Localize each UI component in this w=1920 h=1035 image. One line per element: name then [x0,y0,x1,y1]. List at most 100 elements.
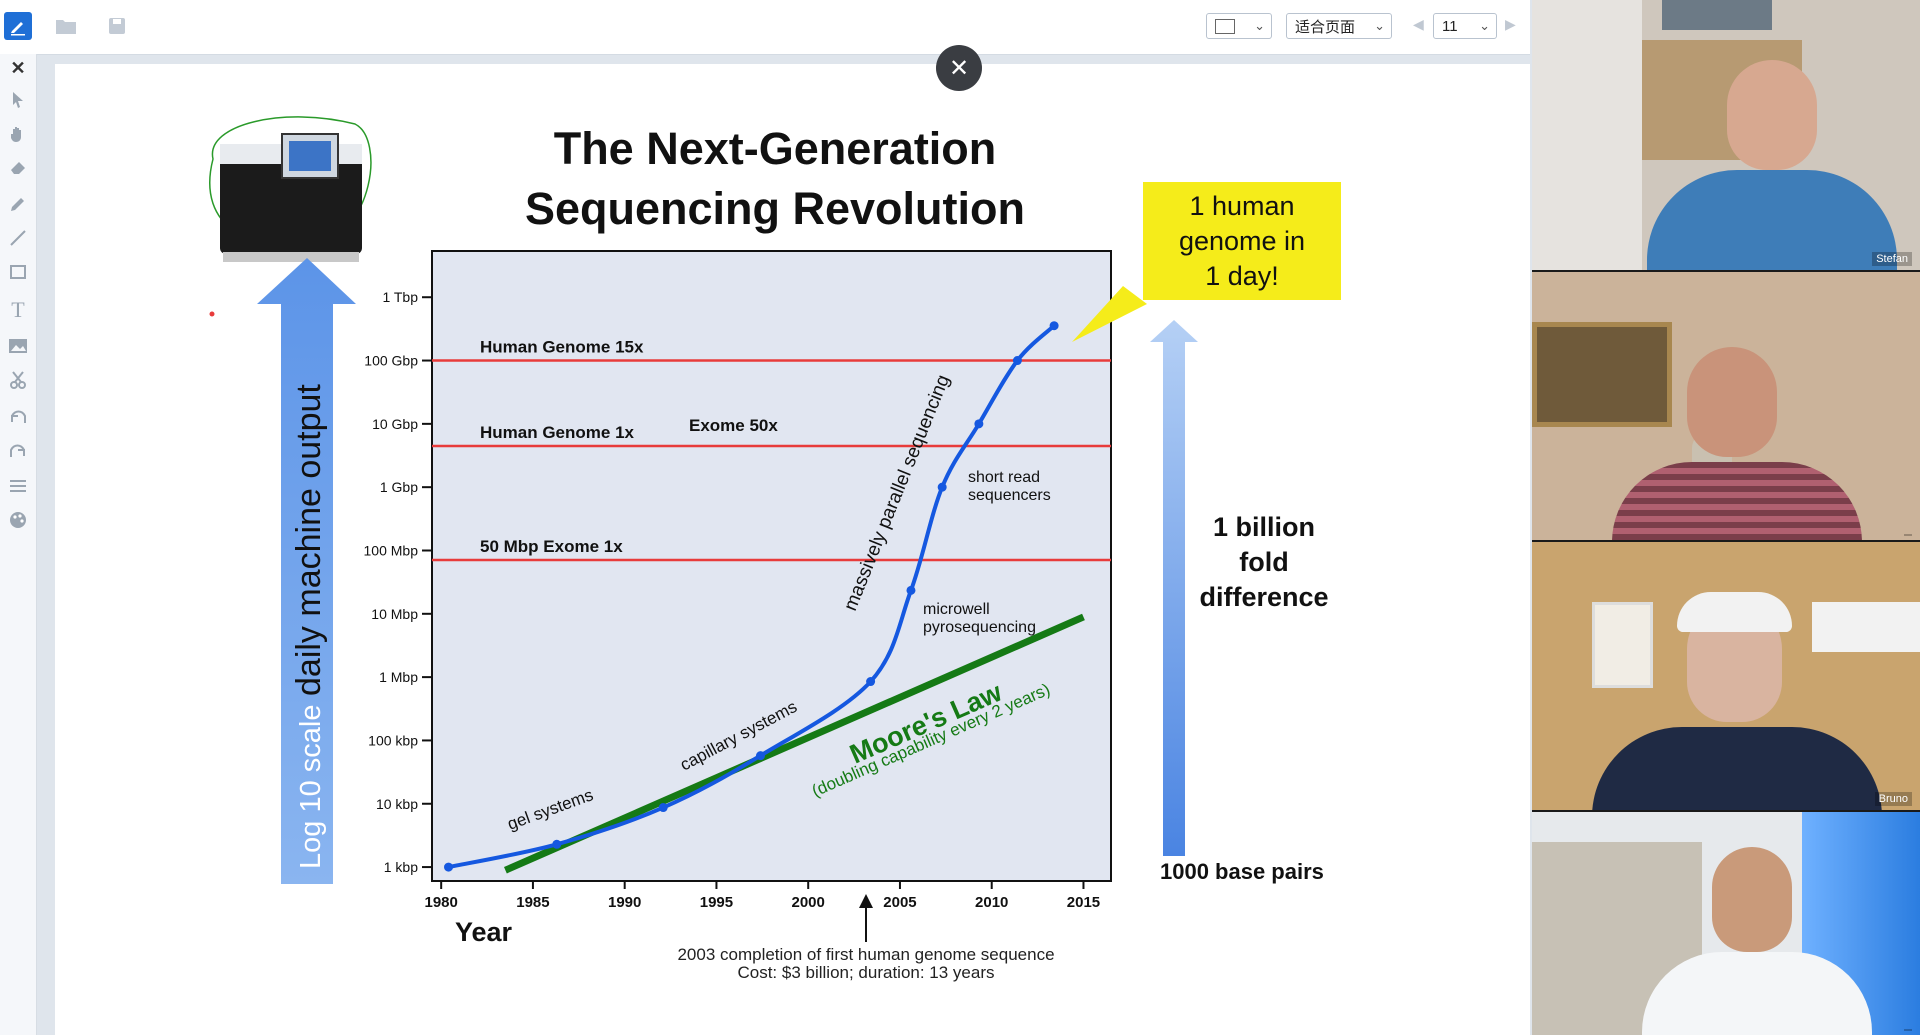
folder-icon[interactable] [52,12,80,40]
rectangle-icon [1215,18,1235,34]
close-icon[interactable]: ✕ [10,57,26,78]
close-overlay-button[interactable]: ✕ [936,45,982,91]
x-tick-label: 2005 [883,894,916,911]
redo-icon[interactable] [6,438,30,462]
moores-law-line [504,613,1085,874]
fold-difference-arrow [1150,320,1198,856]
presentation-slide: The Next-Generation Sequencing Revolutio… [55,64,1530,1035]
video-tile-4[interactable] [1532,812,1920,1035]
fit-page-value: 适合页面 [1295,18,1356,36]
fit-page-select[interactable]: 适合页面 ⌄ [1286,13,1392,39]
palette-icon[interactable] [6,508,30,532]
video-tile-1[interactable]: Stefan [1532,0,1920,270]
pen-icon[interactable] [4,12,32,40]
footnote-line2: Cost: $3 billion; duration: 13 years [737,963,994,982]
top-toolbar: ⌄ 适合页面 ⌄ ◀ 11 ⌄ ▶ [0,0,1530,55]
footnote-line1: 2003 completion of first human genome se… [677,945,1054,964]
scissors-icon[interactable] [6,368,30,392]
fold-line1: 1 billion [1213,512,1315,542]
y-tick-label: 100 kbp [368,732,418,748]
threshold-label: Human Genome 1x [480,423,635,442]
x-tick-label: 1995 [700,894,733,911]
video-tile-2[interactable] [1532,272,1920,540]
data-point [444,862,454,872]
x-tick-label: 2010 [975,894,1008,911]
participant-shirt [1647,170,1897,270]
slide-title-line1: The Next-Generation [554,123,997,174]
eraser-icon[interactable] [6,156,30,180]
pencil-icon[interactable] [6,192,30,216]
chevron-down-icon: ⌄ [1374,18,1385,33]
rectangle-tool-icon[interactable] [6,260,30,284]
y-tick-label: 100 Mbp [364,542,419,558]
threshold-label: 50 Mbp Exome 1x [480,537,623,556]
threshold-label: Human Genome 15x [480,338,644,357]
data-point [1049,321,1059,331]
sequencing-chart: 1 kbp 10 kbp 100 kbp 1 Mbp 10 Mbp 100 Mbp 1 Gb… [364,250,1112,947]
log-scale-arrow [257,258,356,884]
data-point [937,482,947,492]
daily-output-label: daily machine output [290,384,328,696]
text-tool-icon[interactable]: T [11,297,25,322]
prev-page-icon[interactable]: ◀ [1413,16,1424,32]
data-point [974,419,984,429]
callout-box [1072,182,1341,342]
pointer-icon[interactable] [6,88,30,112]
participant-shirt [1612,462,1862,540]
chevron-down-icon: ⌄ [1479,18,1490,33]
next-page-icon[interactable]: ▶ [1505,16,1516,32]
base-pairs-label: 1000 base pairs [1160,859,1324,884]
laser-dot [209,311,215,317]
x-tick-label: 2000 [792,894,825,911]
participant-name [1904,1029,1912,1031]
x-axis-label: Year [455,917,513,947]
y-tick-label: 10 kbp [376,796,418,812]
y-tick-label: 100 Gbp [364,353,418,369]
data-point [1012,356,1022,366]
chart-annotation: Exome 50x [689,416,778,435]
save-icon[interactable] [103,12,131,40]
x-tick-label: 1980 [424,894,457,911]
image-icon[interactable] [6,334,30,358]
fold-line2: fold [1239,547,1288,577]
callout-line3: 1 day! [1205,261,1279,291]
data-point [552,839,562,849]
menu-lines-icon[interactable] [6,474,30,498]
undo-icon[interactable] [6,404,30,428]
y-tick-label: 1 Tbp [382,289,418,305]
line-icon[interactable] [6,226,30,250]
data-point [866,677,876,687]
chart-annotation: short read [968,469,1040,486]
y-tick-label: 10 Mbp [371,606,418,622]
callout-line2: genome in [1179,226,1305,256]
callout-line1: 1 human [1189,191,1294,221]
hand-icon[interactable] [6,122,30,146]
shape-select[interactable]: ⌄ [1206,13,1272,39]
y-tick-label: 1 Gbp [380,479,418,495]
page-number-select[interactable]: 11 ⌄ [1433,13,1497,39]
plot-area [431,250,1112,882]
participant-face [1727,60,1817,170]
annotation-toolbar: ✕ T [0,54,37,1035]
chart-annotation: microwell [923,601,990,618]
log-scale-label: Log 10 scale [295,705,327,869]
data-point [658,803,668,813]
x-tick-label: 1990 [608,894,641,911]
y-tick-label: 10 Gbp [372,416,418,432]
chart-annotation: pyrosequencing [923,619,1036,636]
video-tile-3[interactable]: Bruno [1532,542,1920,810]
chevron-down-icon: ⌄ [1254,18,1265,33]
y-tick-label: 1 Mbp [379,669,418,685]
participant-shirt [1592,727,1882,810]
y-tick-label: 1 kbp [384,859,418,875]
participant-name: Stefan [1872,252,1912,266]
chart-annotation: sequencers [968,487,1051,504]
fold-line3: difference [1199,582,1328,612]
data-point [755,751,765,761]
x-tick-label: 2015 [1067,894,1100,911]
participant-face [1687,347,1777,457]
sequencer-machine-image [209,116,372,262]
slide-title-line2: Sequencing Revolution [525,183,1025,234]
participant-shirt [1642,952,1872,1035]
x-tick-label: 1985 [516,894,549,911]
